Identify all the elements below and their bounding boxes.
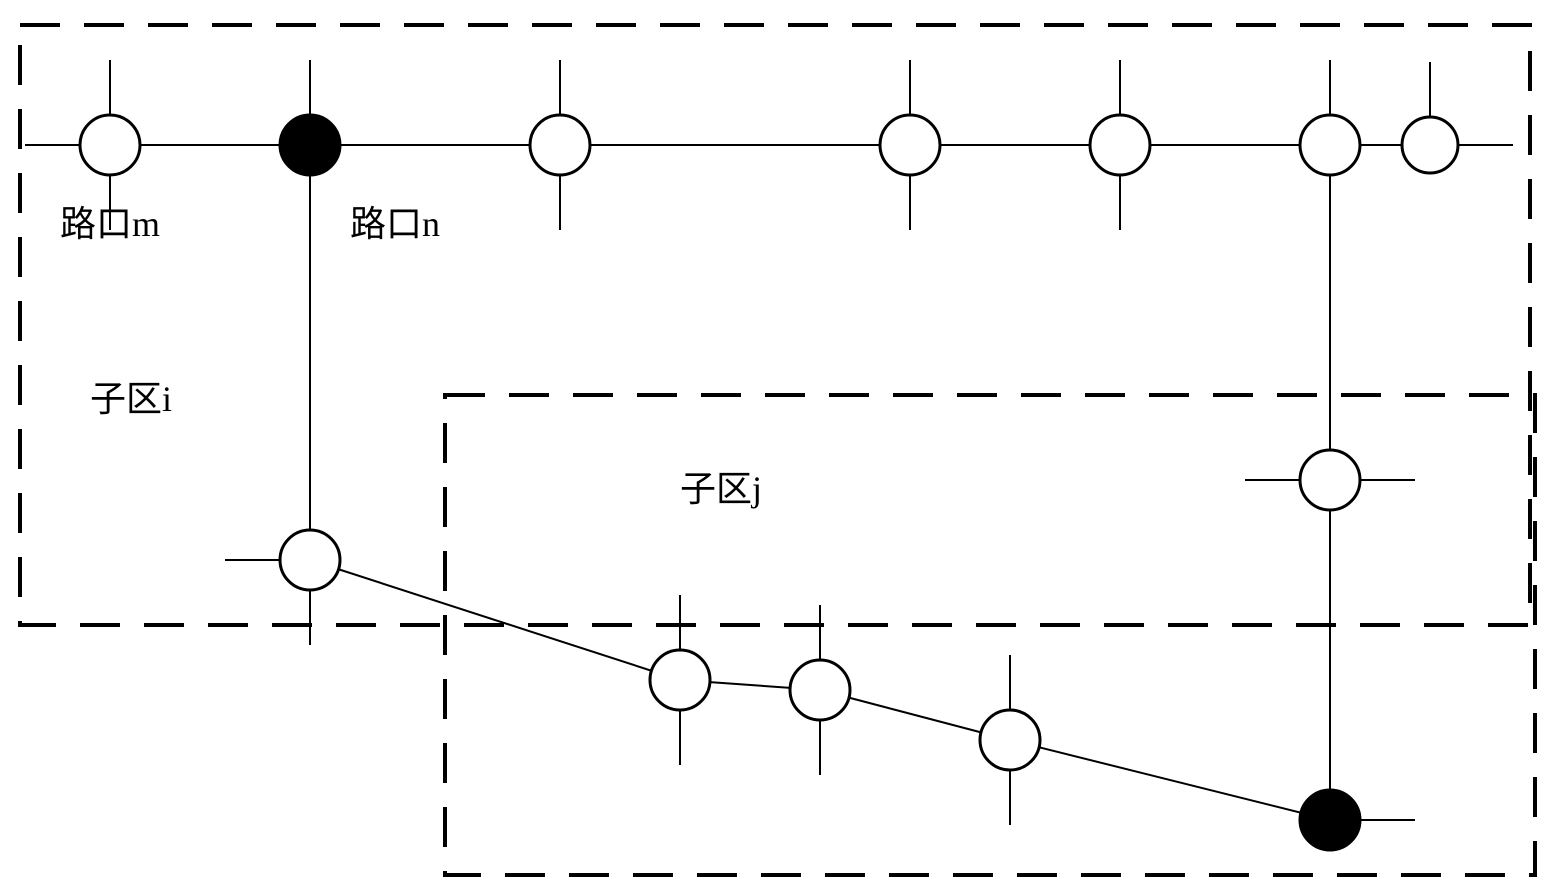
region-i (20, 25, 1530, 625)
node-t4 (880, 115, 940, 175)
region-j (445, 395, 1535, 875)
node-b1 (650, 650, 710, 710)
node-n (280, 115, 340, 175)
edge (310, 560, 680, 680)
node-t3 (530, 115, 590, 175)
node-t7 (1402, 117, 1458, 173)
diagram-container: 路口m 路口n 子区i 子区j (0, 0, 1553, 895)
node-b3 (980, 710, 1040, 770)
node-m (80, 115, 140, 175)
edge (1010, 740, 1330, 820)
network-diagram (0, 0, 1553, 895)
label-subzone-i: 子区i (90, 370, 172, 422)
node-mr (1300, 450, 1360, 510)
label-intersection-n: 路口n (350, 195, 440, 247)
node-t6 (1300, 115, 1360, 175)
label-subzone-j: 子区j (680, 460, 762, 512)
node-t5 (1090, 115, 1150, 175)
node-b2 (790, 660, 850, 720)
label-intersection-m: 路口m (60, 195, 160, 247)
node-br (1300, 790, 1360, 850)
node-bl (280, 530, 340, 590)
